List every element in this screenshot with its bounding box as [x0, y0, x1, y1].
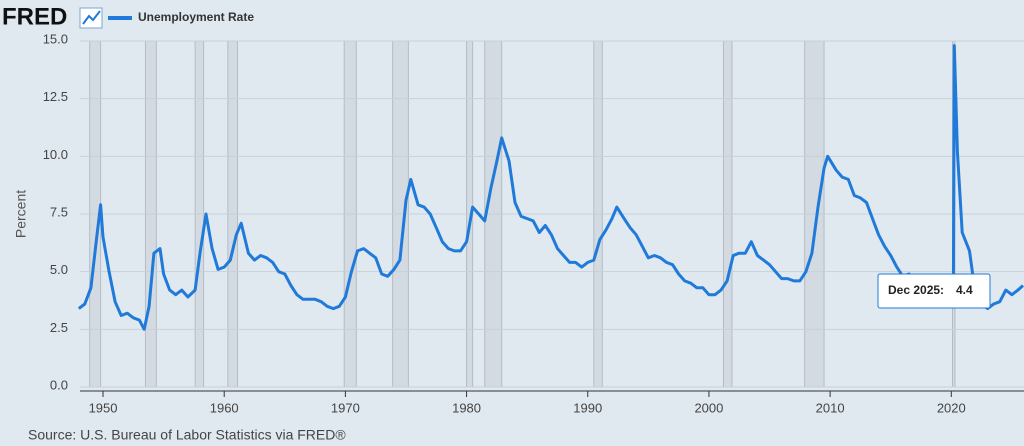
logo-icon: [79, 7, 103, 29]
y-tick-label: 12.5: [43, 89, 68, 104]
tooltip-value: 4.4: [956, 283, 973, 297]
y-axis-label: Percent: [13, 190, 29, 238]
x-tick-label: 1980: [452, 400, 481, 415]
y-tick-label: 0.0: [50, 377, 68, 392]
x-tick-label: 1960: [210, 400, 239, 415]
x-tick-label: 2000: [694, 400, 723, 415]
x-tick-label: 2020: [937, 400, 966, 415]
x-tick-label: 1990: [573, 400, 602, 415]
plot: [77, 40, 1024, 388]
y-tick-label: 5.0: [50, 262, 68, 277]
x-tick-label: 1950: [89, 400, 118, 415]
series-line: [77, 44, 1024, 331]
tooltip-label: Dec 2025:: [888, 283, 944, 297]
y-tick-label: 7.5: [50, 204, 68, 219]
brand-logo: FRED: [2, 3, 67, 30]
x-tick-label: 2010: [816, 400, 845, 415]
tooltip: Dec 2025: 4.4: [877, 273, 991, 309]
y-tick-label: 15.0: [43, 31, 68, 46]
tooltip-box: [877, 273, 991, 309]
x-tick-label: 1970: [331, 400, 360, 415]
source: Source: U.S. Bureau of Labor Statistics …: [28, 427, 346, 443]
legend-label: Unemployment Rate: [138, 10, 254, 24]
y-tick-label: 10.0: [43, 147, 68, 162]
y-tick-label: 2.5: [50, 320, 68, 335]
